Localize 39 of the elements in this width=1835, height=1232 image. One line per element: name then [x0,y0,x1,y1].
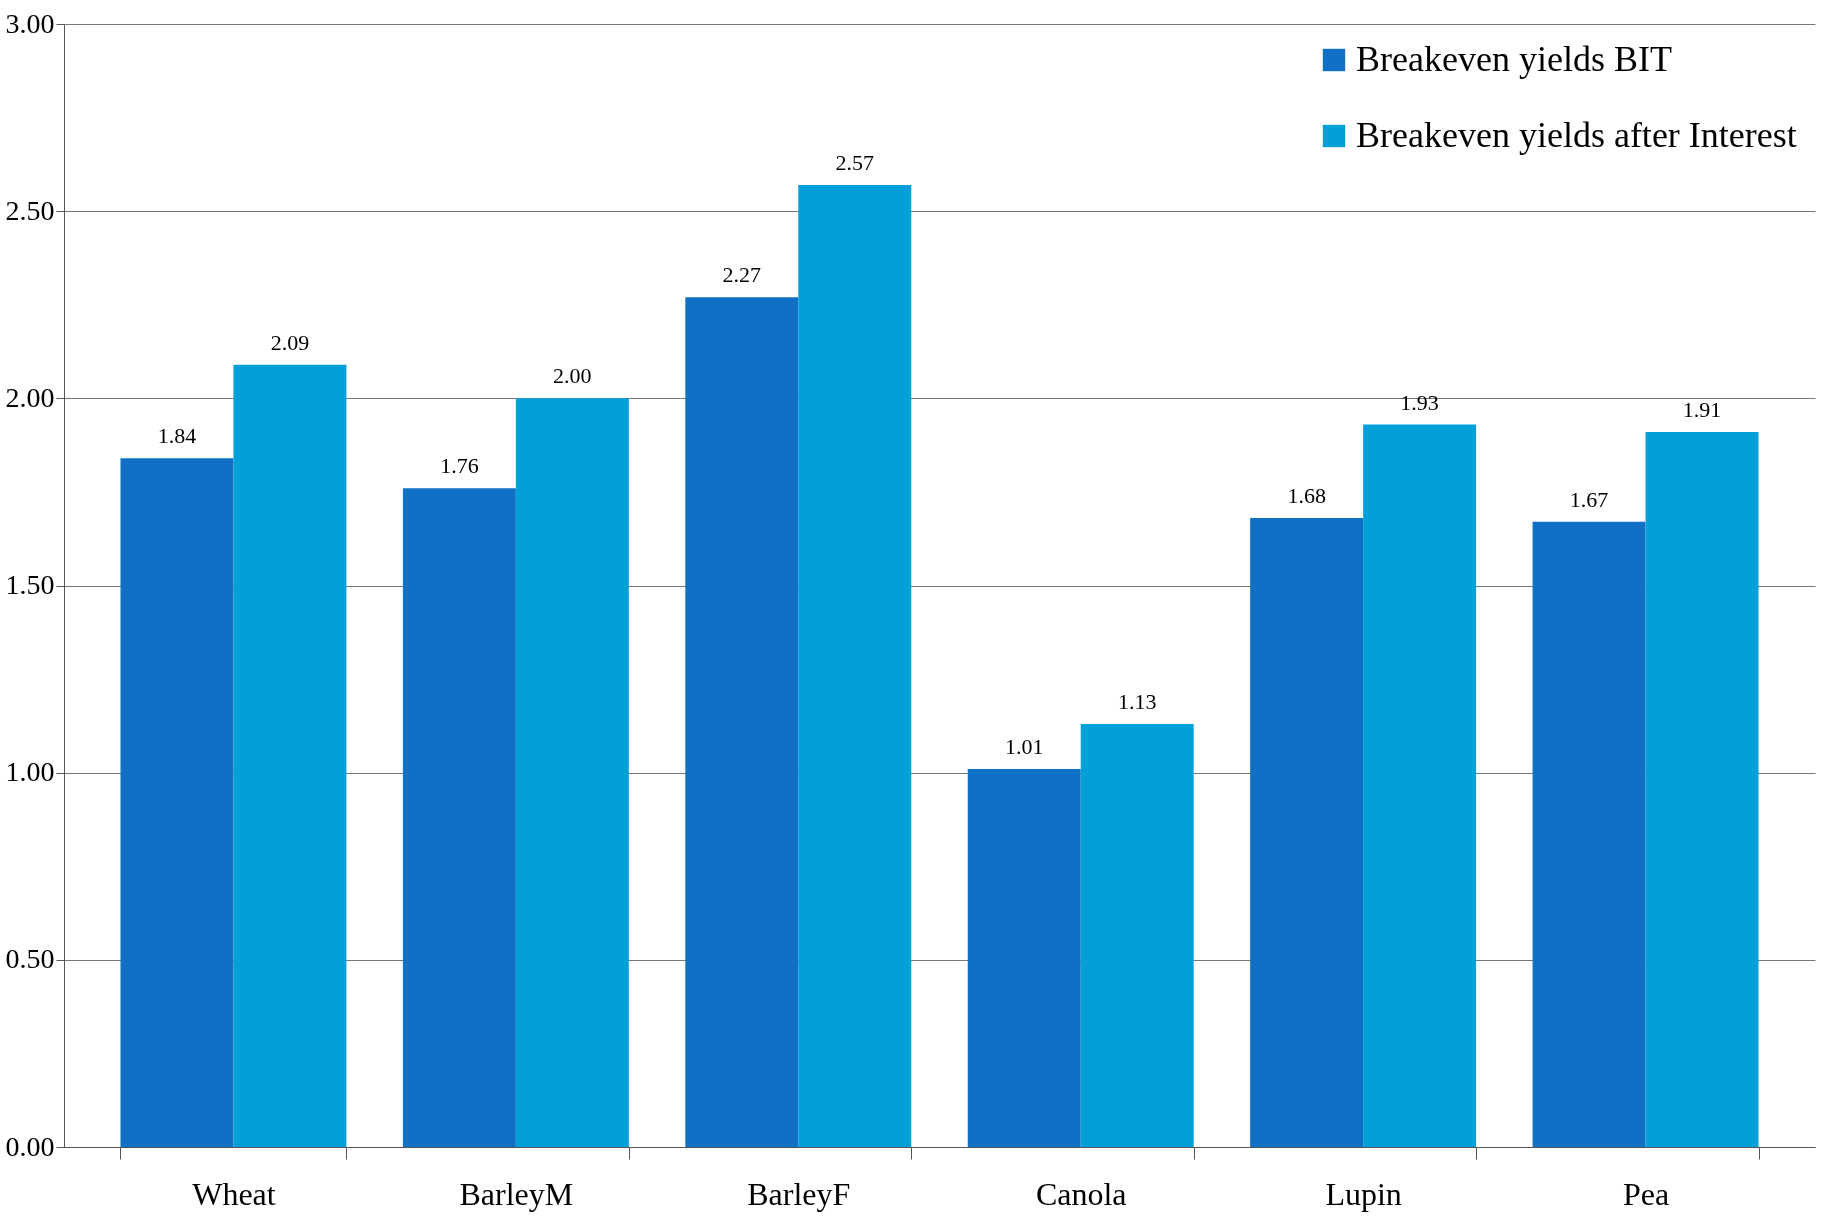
legend-label: Breakeven yields BIT [1356,39,1672,79]
bar [1250,518,1364,1147]
data-label: 2.09 [270,329,310,355]
x-tick-label: Pea [1622,1175,1670,1212]
data-label: 1.91 [1682,397,1722,423]
data-label: 1.84 [157,423,197,449]
y-tick-label: 0.50 [5,943,55,975]
bar [1645,432,1759,1147]
bar [120,458,234,1147]
data-label: 1.76 [440,453,479,479]
x-tick-label: BarleyM [459,1175,574,1212]
bar [1363,424,1477,1147]
bar [233,364,347,1147]
y-tick-label: 1.50 [5,569,55,600]
data-label: 1.01 [1004,733,1044,759]
data-label: 1.93 [1400,389,1439,415]
bar [402,488,516,1147]
data-label: 1.67 [1569,486,1609,512]
bar [1532,521,1646,1147]
x-tick-label: Wheat [192,1175,276,1212]
data-label: 2.27 [722,262,762,288]
y-tick-label: 3.00 [5,7,55,39]
data-label: 2.57 [835,149,875,175]
y-tick-label: 2.50 [5,194,55,226]
x-tick-label: BarleyF [747,1175,851,1212]
data-label: 1.13 [1117,689,1157,714]
data-label: 1.68 [1287,483,1326,509]
y-tick-label: 1.00 [5,756,55,788]
x-tick-label: Canola [1035,1175,1127,1212]
y-tick-label: 2.00 [5,381,55,413]
bar [798,184,912,1147]
bar [967,768,1081,1147]
bar [685,297,799,1147]
bar [1080,724,1194,1147]
data-label: 2.00 [553,363,592,389]
y-tick-label: 0.00 [5,1130,55,1162]
x-tick-label: Lupin [1325,1175,1402,1212]
legend-label: Breakeven yields after Interest [1356,115,1797,155]
bar [515,398,629,1147]
